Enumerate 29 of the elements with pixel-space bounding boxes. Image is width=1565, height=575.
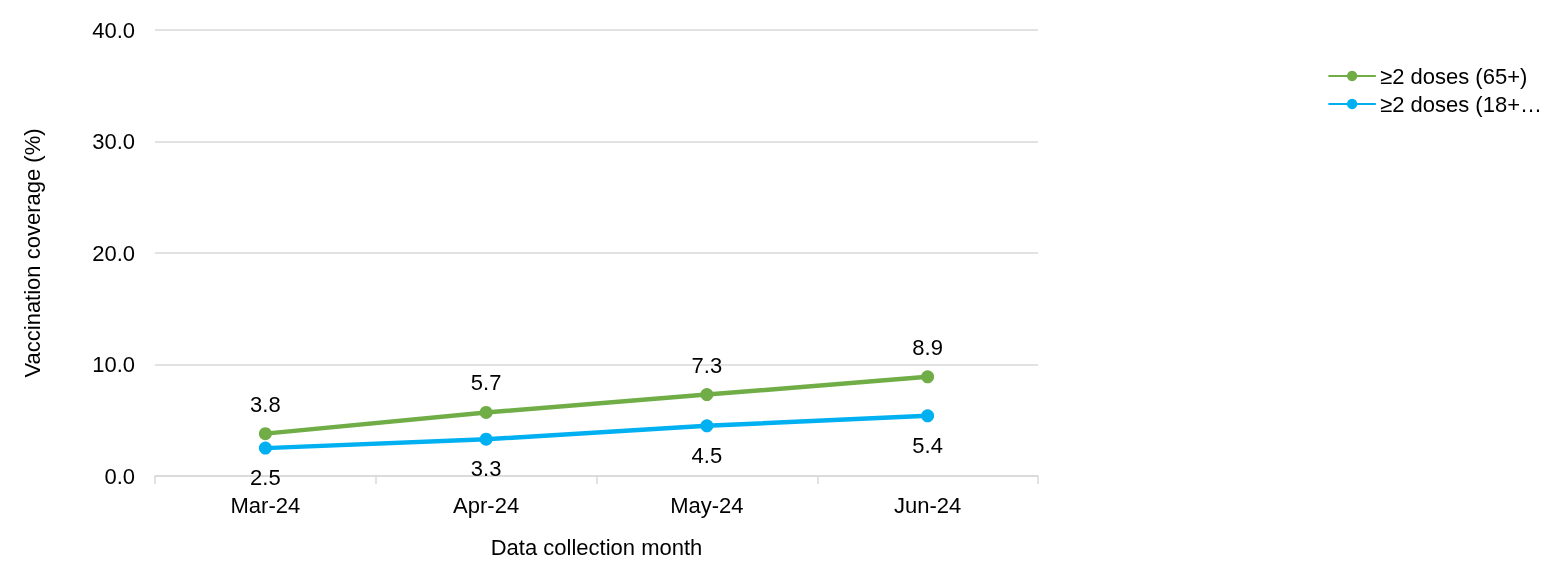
y-axis-title: Vaccination coverage (%) xyxy=(19,128,45,378)
x-tick-label: May-24 xyxy=(670,492,744,518)
point xyxy=(258,441,272,455)
point xyxy=(921,370,935,384)
legend-label: ≥2 doses (18+… xyxy=(1380,91,1543,117)
x-tick-label: Apr-24 xyxy=(453,492,520,518)
y-tick-label: 30.0 xyxy=(92,129,135,154)
point xyxy=(479,432,493,446)
legend-label: ≥2 doses (65+) xyxy=(1380,63,1528,89)
point xyxy=(258,427,272,441)
data-label: 2.5 xyxy=(250,465,281,491)
data-label: 5.7 xyxy=(470,370,502,396)
y-tick-label: 40.0 xyxy=(92,17,135,43)
data-label: 4.5 xyxy=(691,442,723,468)
data-label: 3.8 xyxy=(250,391,281,417)
point xyxy=(479,405,493,419)
data-label: 8.9 xyxy=(912,334,943,360)
point xyxy=(921,409,935,423)
y-tick-label: 10.0 xyxy=(92,352,135,377)
x-axis-title: Data collection month xyxy=(490,534,703,560)
y-tick-label: 20.0 xyxy=(92,240,135,266)
x-tick-label: Jun-24 xyxy=(893,492,962,518)
data-label: 5.4 xyxy=(912,432,943,458)
y-tick-label: 0.0 xyxy=(104,463,135,489)
data-label: 3.3 xyxy=(470,456,502,482)
point xyxy=(700,419,714,433)
point xyxy=(700,388,714,402)
x-tick-label: Mar-24 xyxy=(230,492,301,518)
data-label: 7.3 xyxy=(691,352,723,378)
